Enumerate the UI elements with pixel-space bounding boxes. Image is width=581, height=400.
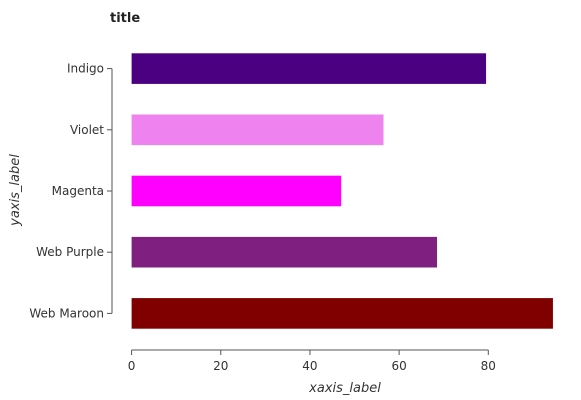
bars-group bbox=[131, 53, 553, 329]
x-tick-label: 40 bbox=[302, 359, 317, 373]
x-tick-label: 20 bbox=[213, 359, 228, 373]
y-axis-label: yaxis_label bbox=[8, 154, 23, 227]
bar-web-purple bbox=[131, 236, 438, 268]
y-tick-label: Web Purple bbox=[36, 245, 104, 259]
y-axis: Web Maroon Web Purple Magenta Violet Indigo bbox=[29, 62, 113, 320]
bar-magenta bbox=[131, 175, 342, 207]
bar-violet bbox=[131, 114, 384, 146]
bar-indigo bbox=[131, 53, 487, 84]
x-tick-label: 60 bbox=[391, 359, 406, 373]
y-tick-label: Indigo bbox=[67, 62, 104, 76]
x-tick-label: 80 bbox=[481, 359, 496, 373]
x-axis: 0 20 40 60 80 bbox=[128, 349, 496, 373]
x-tick-label: 0 bbox=[128, 359, 136, 373]
y-tick-label: Web Maroon bbox=[29, 306, 104, 320]
chart-title: title bbox=[110, 11, 140, 26]
y-tick-label: Magenta bbox=[52, 184, 104, 198]
x-axis-label: xaxis_label bbox=[308, 381, 381, 396]
bar-web-maroon bbox=[131, 298, 553, 329]
y-tick-label: Violet bbox=[70, 123, 104, 137]
